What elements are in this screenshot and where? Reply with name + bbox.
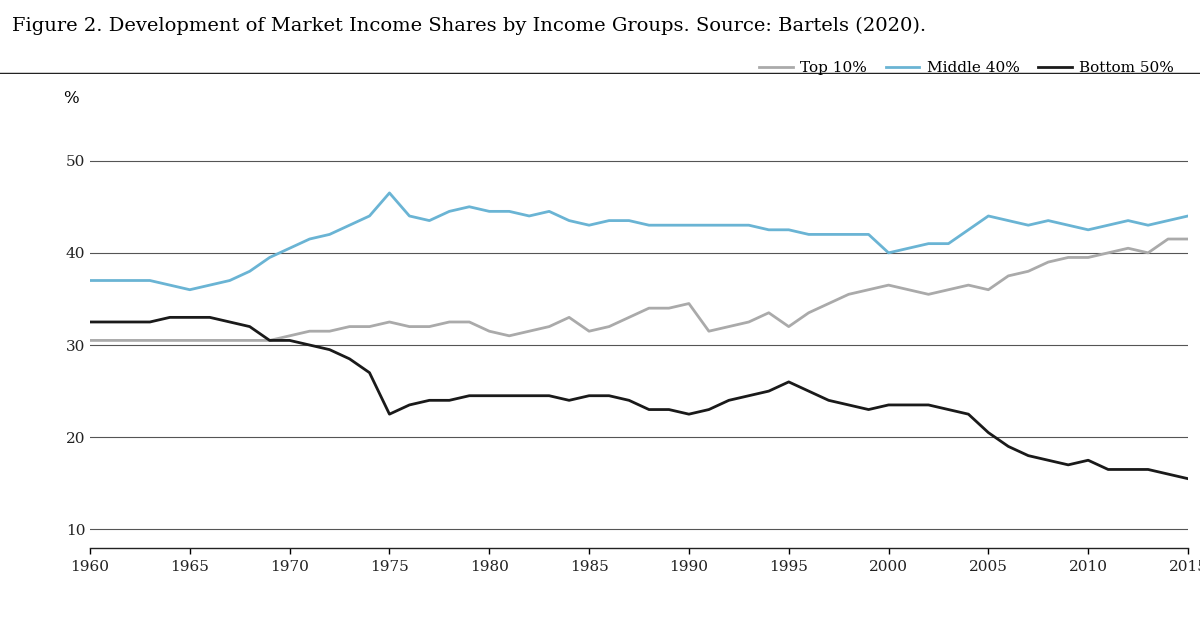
Text: Figure 2. Development of Market Income Shares by Income Groups. Source: Bartels : Figure 2. Development of Market Income S…: [12, 17, 926, 35]
Middle 40%: [961, 226, 976, 233]
Top 10%: [103, 337, 118, 344]
Middle 40%: [522, 212, 536, 220]
Top 10%: [1181, 235, 1195, 243]
Line: Bottom 50%: Bottom 50%: [90, 318, 1188, 478]
Legend: Top 10%, Middle 40%, Bottom 50%: Top 10%, Middle 40%, Bottom 50%: [754, 55, 1181, 81]
Text: %: %: [64, 90, 79, 107]
Top 10%: [482, 327, 497, 335]
Bottom 50%: [822, 397, 836, 404]
Bottom 50%: [502, 392, 516, 399]
Bottom 50%: [103, 318, 118, 326]
Middle 40%: [103, 277, 118, 284]
Bottom 50%: [1181, 475, 1195, 482]
Line: Top 10%: Top 10%: [90, 239, 1188, 340]
Line: Middle 40%: Middle 40%: [90, 193, 1188, 290]
Middle 40%: [841, 231, 856, 238]
Top 10%: [702, 327, 716, 335]
Bottom 50%: [163, 314, 178, 321]
Middle 40%: [182, 286, 197, 293]
Middle 40%: [742, 222, 756, 229]
Bottom 50%: [941, 406, 955, 413]
Bottom 50%: [781, 378, 796, 386]
Top 10%: [762, 309, 776, 316]
Middle 40%: [1181, 212, 1195, 220]
Bottom 50%: [83, 318, 97, 326]
Top 10%: [1160, 235, 1175, 243]
Middle 40%: [383, 189, 397, 197]
Top 10%: [83, 337, 97, 344]
Middle 40%: [83, 277, 97, 284]
Bottom 50%: [721, 397, 736, 404]
Top 10%: [922, 290, 936, 298]
Middle 40%: [802, 231, 816, 238]
Top 10%: [802, 309, 816, 316]
